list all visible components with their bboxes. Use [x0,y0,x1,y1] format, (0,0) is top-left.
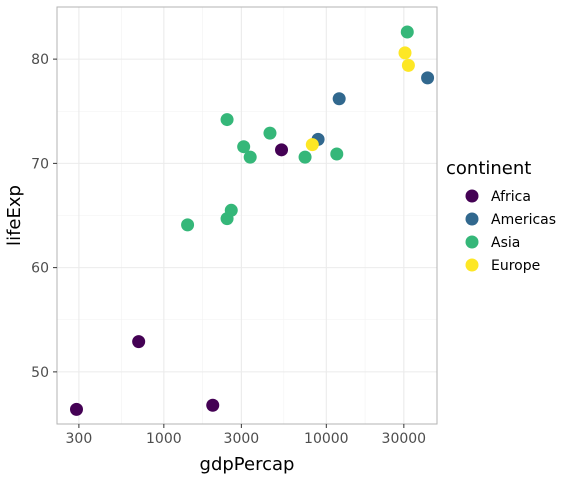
data-point-europe [305,138,319,152]
data-point-asia [263,126,277,140]
y-tick-label: 50 [31,365,49,381]
legend-swatch-americas [465,212,479,226]
data-point-americas [332,92,346,106]
legend-title: continent [446,158,531,179]
y-tick-label: 80 [31,52,49,68]
data-point-europe [398,46,412,60]
legend-label-asia: Asia [491,235,520,251]
data-point-africa [206,398,220,412]
x-tick-label: 30000 [382,431,427,447]
data-point-asia [237,140,251,154]
legend: continent Africa Americas Asia Europe [446,158,556,274]
y-tick-label: 70 [31,156,49,172]
x-tick-label: 10000 [304,431,349,447]
x-axis-ticks: 300 1000 3000 10000 30000 [66,424,427,447]
data-point-africa [69,402,83,416]
legend-swatch-africa [465,189,479,203]
legend-swatch-asia [465,235,479,249]
data-point-americas [421,71,435,85]
legend-label-americas: Americas [491,212,556,228]
data-point-asia [220,113,234,127]
data-points [69,25,435,416]
x-tick-label: 3000 [224,431,260,447]
data-point-asia [298,150,312,164]
data-point-asia [243,150,257,164]
y-axis-title: lifeExp [4,185,25,246]
legend-swatch-europe [465,258,479,272]
legend-label-europe: Europe [491,258,540,274]
plot-border [56,6,438,425]
data-point-europe [401,58,415,72]
x-tick-label: 300 [66,431,93,447]
data-point-asia [181,218,195,232]
grid-lines [57,7,437,424]
x-tick-label: 1000 [146,431,182,447]
data-point-asia [400,25,414,39]
data-point-asia [224,203,238,217]
y-tick-label: 60 [31,261,49,277]
data-point-africa [275,143,289,157]
y-axis-ticks: 50 60 70 80 [31,52,57,381]
legend-label-africa: Africa [491,189,531,205]
legend-items: Africa Americas Asia Europe [465,189,556,274]
data-point-asia [330,147,344,161]
data-point-africa [132,335,146,349]
x-axis-title: gdpPercap [200,454,295,475]
